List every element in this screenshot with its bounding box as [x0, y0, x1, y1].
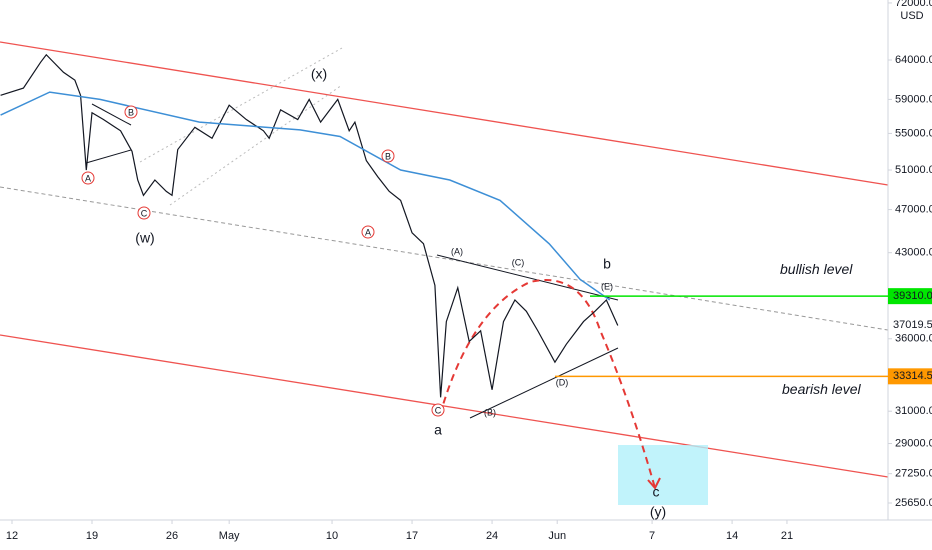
wave-label: (w)	[135, 230, 154, 246]
price-line	[0, 53, 619, 398]
wave-label: a	[434, 422, 442, 438]
wave-label: b	[603, 256, 611, 272]
channel-top	[0, 41, 889, 186]
wave-label: (E)	[601, 281, 613, 291]
level-text: bearish level	[782, 381, 861, 397]
y-tick-label: 36000.0	[895, 333, 932, 345]
y-tick-label: 27250.0	[895, 468, 932, 480]
x-tick-label: 12	[6, 530, 18, 542]
y-tick-label: 59000.0	[895, 93, 932, 105]
wave-label: A	[365, 227, 371, 237]
currency: USD	[900, 10, 923, 22]
target-zone	[618, 445, 708, 505]
wave-label: (A)	[451, 246, 463, 256]
x-tick-label: May	[219, 530, 240, 542]
wave-label: B	[128, 107, 134, 117]
projection-arrow	[647, 477, 661, 490]
wave-circle	[361, 225, 375, 239]
y-tick-label: 25650.0	[895, 497, 932, 509]
level-box	[888, 368, 932, 385]
wave-circle	[124, 105, 138, 119]
x-tick-label: 7	[649, 530, 655, 542]
wave-label: (y)	[650, 504, 666, 520]
x-tick-label: 26	[166, 530, 178, 542]
y-tick-label: 31000.0	[895, 405, 932, 417]
channel-bottom	[0, 334, 889, 478]
x-tick-label: 10	[326, 530, 338, 542]
projection	[439, 279, 656, 489]
triangle-line	[469, 347, 619, 419]
y-tick-label: 72000.0	[895, 0, 932, 9]
x-tick-label: 17	[406, 530, 418, 542]
triangle-line	[436, 254, 619, 301]
wave-label: C	[435, 405, 442, 415]
wave-label: (D)	[556, 377, 569, 387]
x-tick-label: 24	[486, 530, 498, 542]
last-price: 37019.5	[893, 319, 932, 331]
wedge-line	[85, 149, 132, 164]
x-tick-label: 14	[726, 530, 738, 542]
wave-label: B	[385, 151, 391, 161]
wave-circle	[431, 403, 445, 417]
level-price: 33314.5	[893, 370, 932, 382]
wedge-line	[91, 103, 132, 126]
y-tick-label: 55000.0	[895, 127, 932, 139]
dotted-channel	[139, 47, 343, 163]
wave-label: (B)	[484, 407, 496, 417]
wave-label: (x)	[311, 66, 327, 82]
x-tick-label: 21	[781, 530, 793, 542]
x-tick-label: Jun	[548, 530, 566, 542]
price-line	[0, 91, 611, 301]
wave-circle	[381, 149, 395, 163]
wave-label: c	[653, 484, 660, 500]
y-tick-label: 43000.0	[895, 247, 932, 259]
y-tick-label: 51000.0	[895, 164, 932, 176]
y-tick-label: 47000.0	[895, 203, 932, 215]
y-tick-label: 64000.0	[895, 54, 932, 66]
level-box	[888, 288, 932, 305]
wave-circle	[137, 206, 151, 220]
x-tick-label: 19	[86, 530, 98, 542]
level-price: 39310.0	[893, 290, 932, 302]
wave-label: C	[141, 208, 148, 218]
wave-label: (C)	[512, 257, 525, 267]
wave-label: A	[85, 173, 91, 183]
wave-circle	[81, 171, 95, 185]
level-text: bullish level	[780, 261, 853, 277]
y-tick-label: 29000.0	[895, 437, 932, 449]
